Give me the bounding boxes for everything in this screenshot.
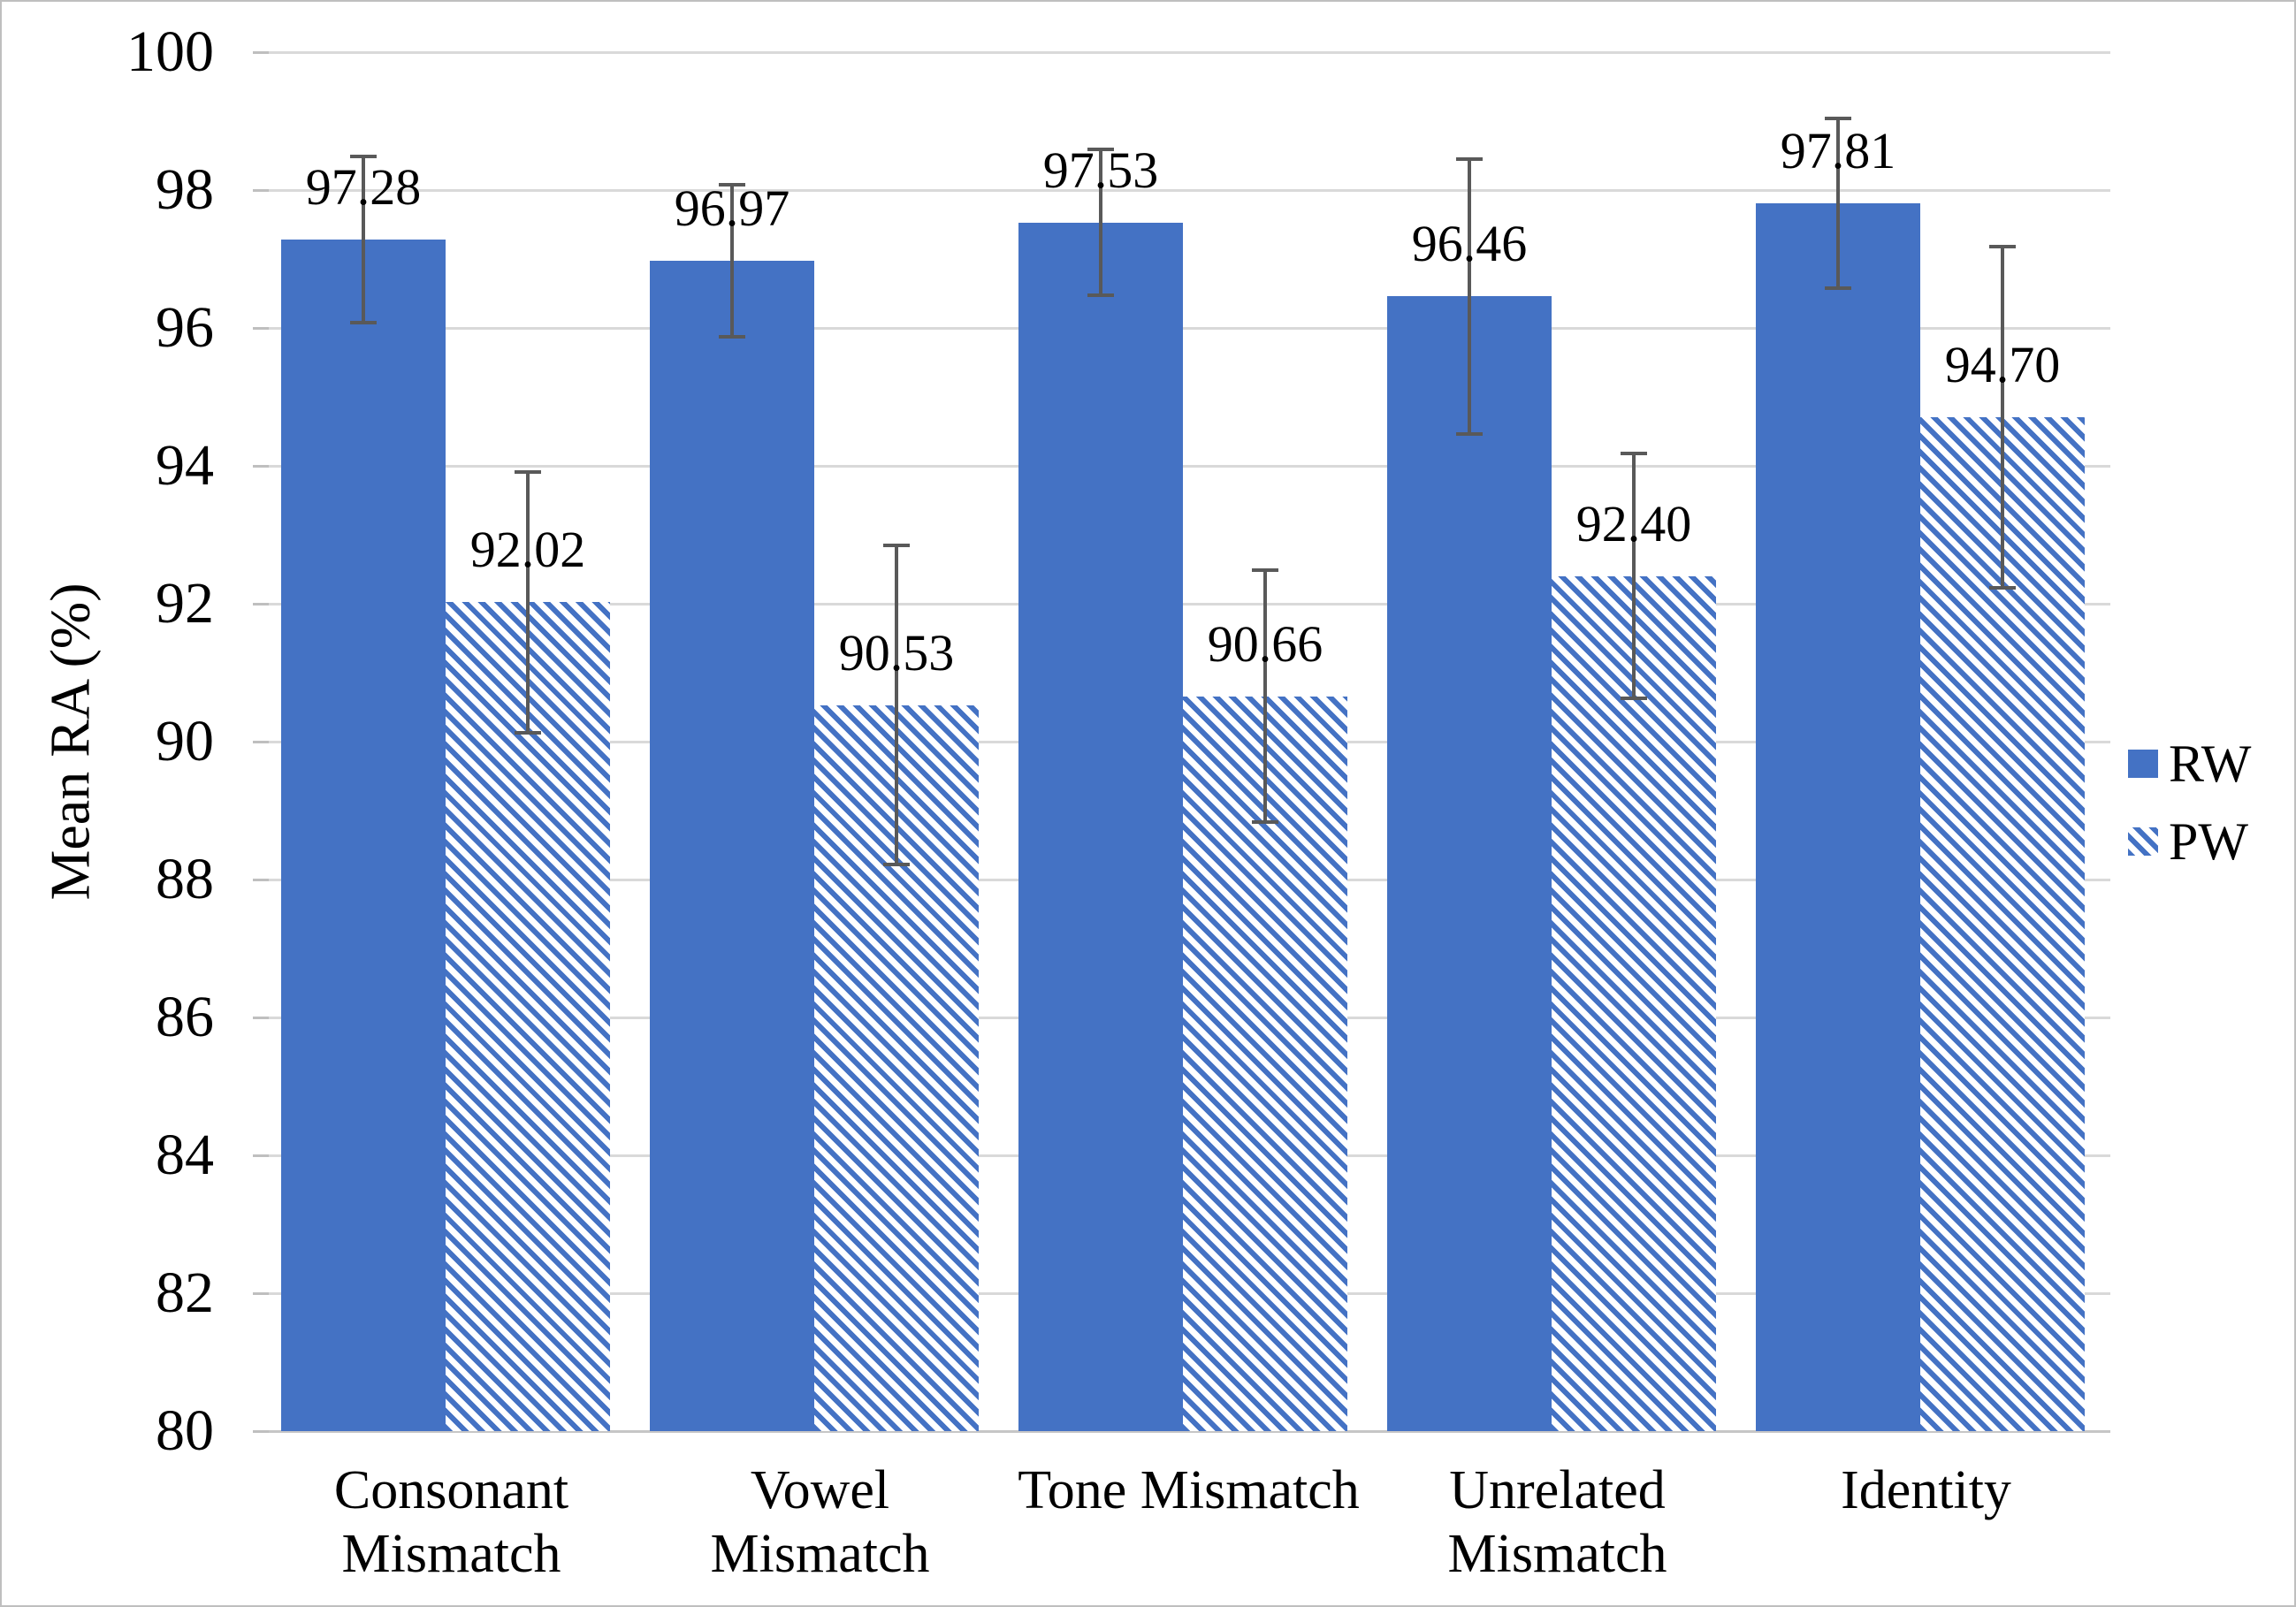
x-axis-line — [267, 1430, 2110, 1433]
y-tick-mark — [253, 1017, 269, 1019]
error-bar-pw-4 — [1621, 452, 1647, 701]
y-tick-mark — [253, 51, 269, 54]
error-bar-rw-3 — [1087, 148, 1114, 298]
y-tick-label: 82 — [156, 1260, 214, 1325]
data-label-pw-3: 90.66 — [1207, 614, 1323, 673]
error-bar-rw-2 — [719, 183, 745, 339]
category-label-1: Consonant Mismatch — [333, 1460, 569, 1584]
category-label-2: Vowel Mismatch — [710, 1460, 930, 1584]
bar-rw-4 — [1387, 296, 1552, 1431]
y-tick-mark — [253, 1292, 269, 1295]
gridline — [267, 603, 2110, 605]
y-tick-mark — [253, 1430, 269, 1433]
gridline — [267, 327, 2110, 330]
legend-label-rw: RW — [2169, 735, 2252, 793]
y-tick-label: 98 — [156, 157, 214, 222]
category-label-5: Identity — [1841, 1460, 2011, 1520]
data-label-rw-3: 97.53 — [1042, 141, 1159, 199]
data-label-rw-4: 96.46 — [1411, 215, 1528, 273]
legend-swatch-rw-solid — [2128, 750, 2158, 778]
error-bar-rw-1 — [350, 155, 377, 325]
y-tick-label: 86 — [156, 985, 214, 1049]
bar-pw-1 — [446, 602, 610, 1431]
data-label-pw-5: 94.70 — [1944, 336, 2061, 394]
y-tick-label: 84 — [156, 1123, 214, 1187]
y-tick-label: 96 — [156, 295, 214, 360]
y-tick-label: 92 — [156, 571, 214, 636]
gridline — [267, 465, 2110, 468]
y-tick-mark — [253, 879, 269, 881]
y-tick-label: 90 — [156, 709, 214, 773]
y-tick-mark — [253, 465, 269, 468]
data-label-rw-2: 96.97 — [674, 179, 790, 238]
category-label-4: Unrelated Mismatch — [1447, 1460, 1667, 1584]
data-label-pw-1: 92.02 — [469, 521, 586, 579]
error-bar-pw-3 — [1252, 568, 1278, 824]
data-label-pw-4: 92.40 — [1575, 494, 1692, 552]
data-label-pw-2: 90.53 — [838, 623, 955, 682]
y-tick-mark — [253, 741, 269, 743]
legend-label-pw: PW — [2169, 812, 2248, 871]
error-bar-pw-1 — [515, 469, 541, 735]
y-tick-mark — [253, 1154, 269, 1157]
gridline — [267, 189, 2110, 192]
data-label-rw-1: 97.28 — [305, 158, 422, 217]
error-bar-rw-5 — [1825, 116, 1851, 291]
data-label-rw-5: 97.81 — [1780, 121, 1896, 179]
y-tick-label: 94 — [156, 433, 214, 498]
y-tick-label: 88 — [156, 847, 214, 911]
legend-item-rw: RW — [2128, 737, 2251, 790]
bar-rw-2 — [650, 261, 814, 1431]
y-tick-label: 80 — [156, 1398, 214, 1463]
category-label-3: Tone Mismatch — [1018, 1460, 1360, 1520]
legend-item-pw: PW — [2128, 815, 2248, 868]
error-bar-pw-5 — [1989, 245, 2016, 590]
gridline — [267, 51, 2110, 54]
bar-pw-4 — [1552, 575, 1716, 1431]
error-bar-rw-4 — [1456, 156, 1483, 436]
bar-rw-5 — [1756, 202, 1920, 1431]
legend-swatch-pw-hatched — [2128, 827, 2158, 856]
error-bar-pw-2 — [883, 544, 910, 867]
y-tick-mark — [253, 603, 269, 605]
bar-rw-1 — [281, 240, 446, 1431]
bar-rw-3 — [1018, 222, 1183, 1431]
y-tick-label: 100 — [126, 19, 214, 84]
y-tick-mark — [253, 189, 269, 192]
y-tick-mark — [253, 327, 269, 330]
